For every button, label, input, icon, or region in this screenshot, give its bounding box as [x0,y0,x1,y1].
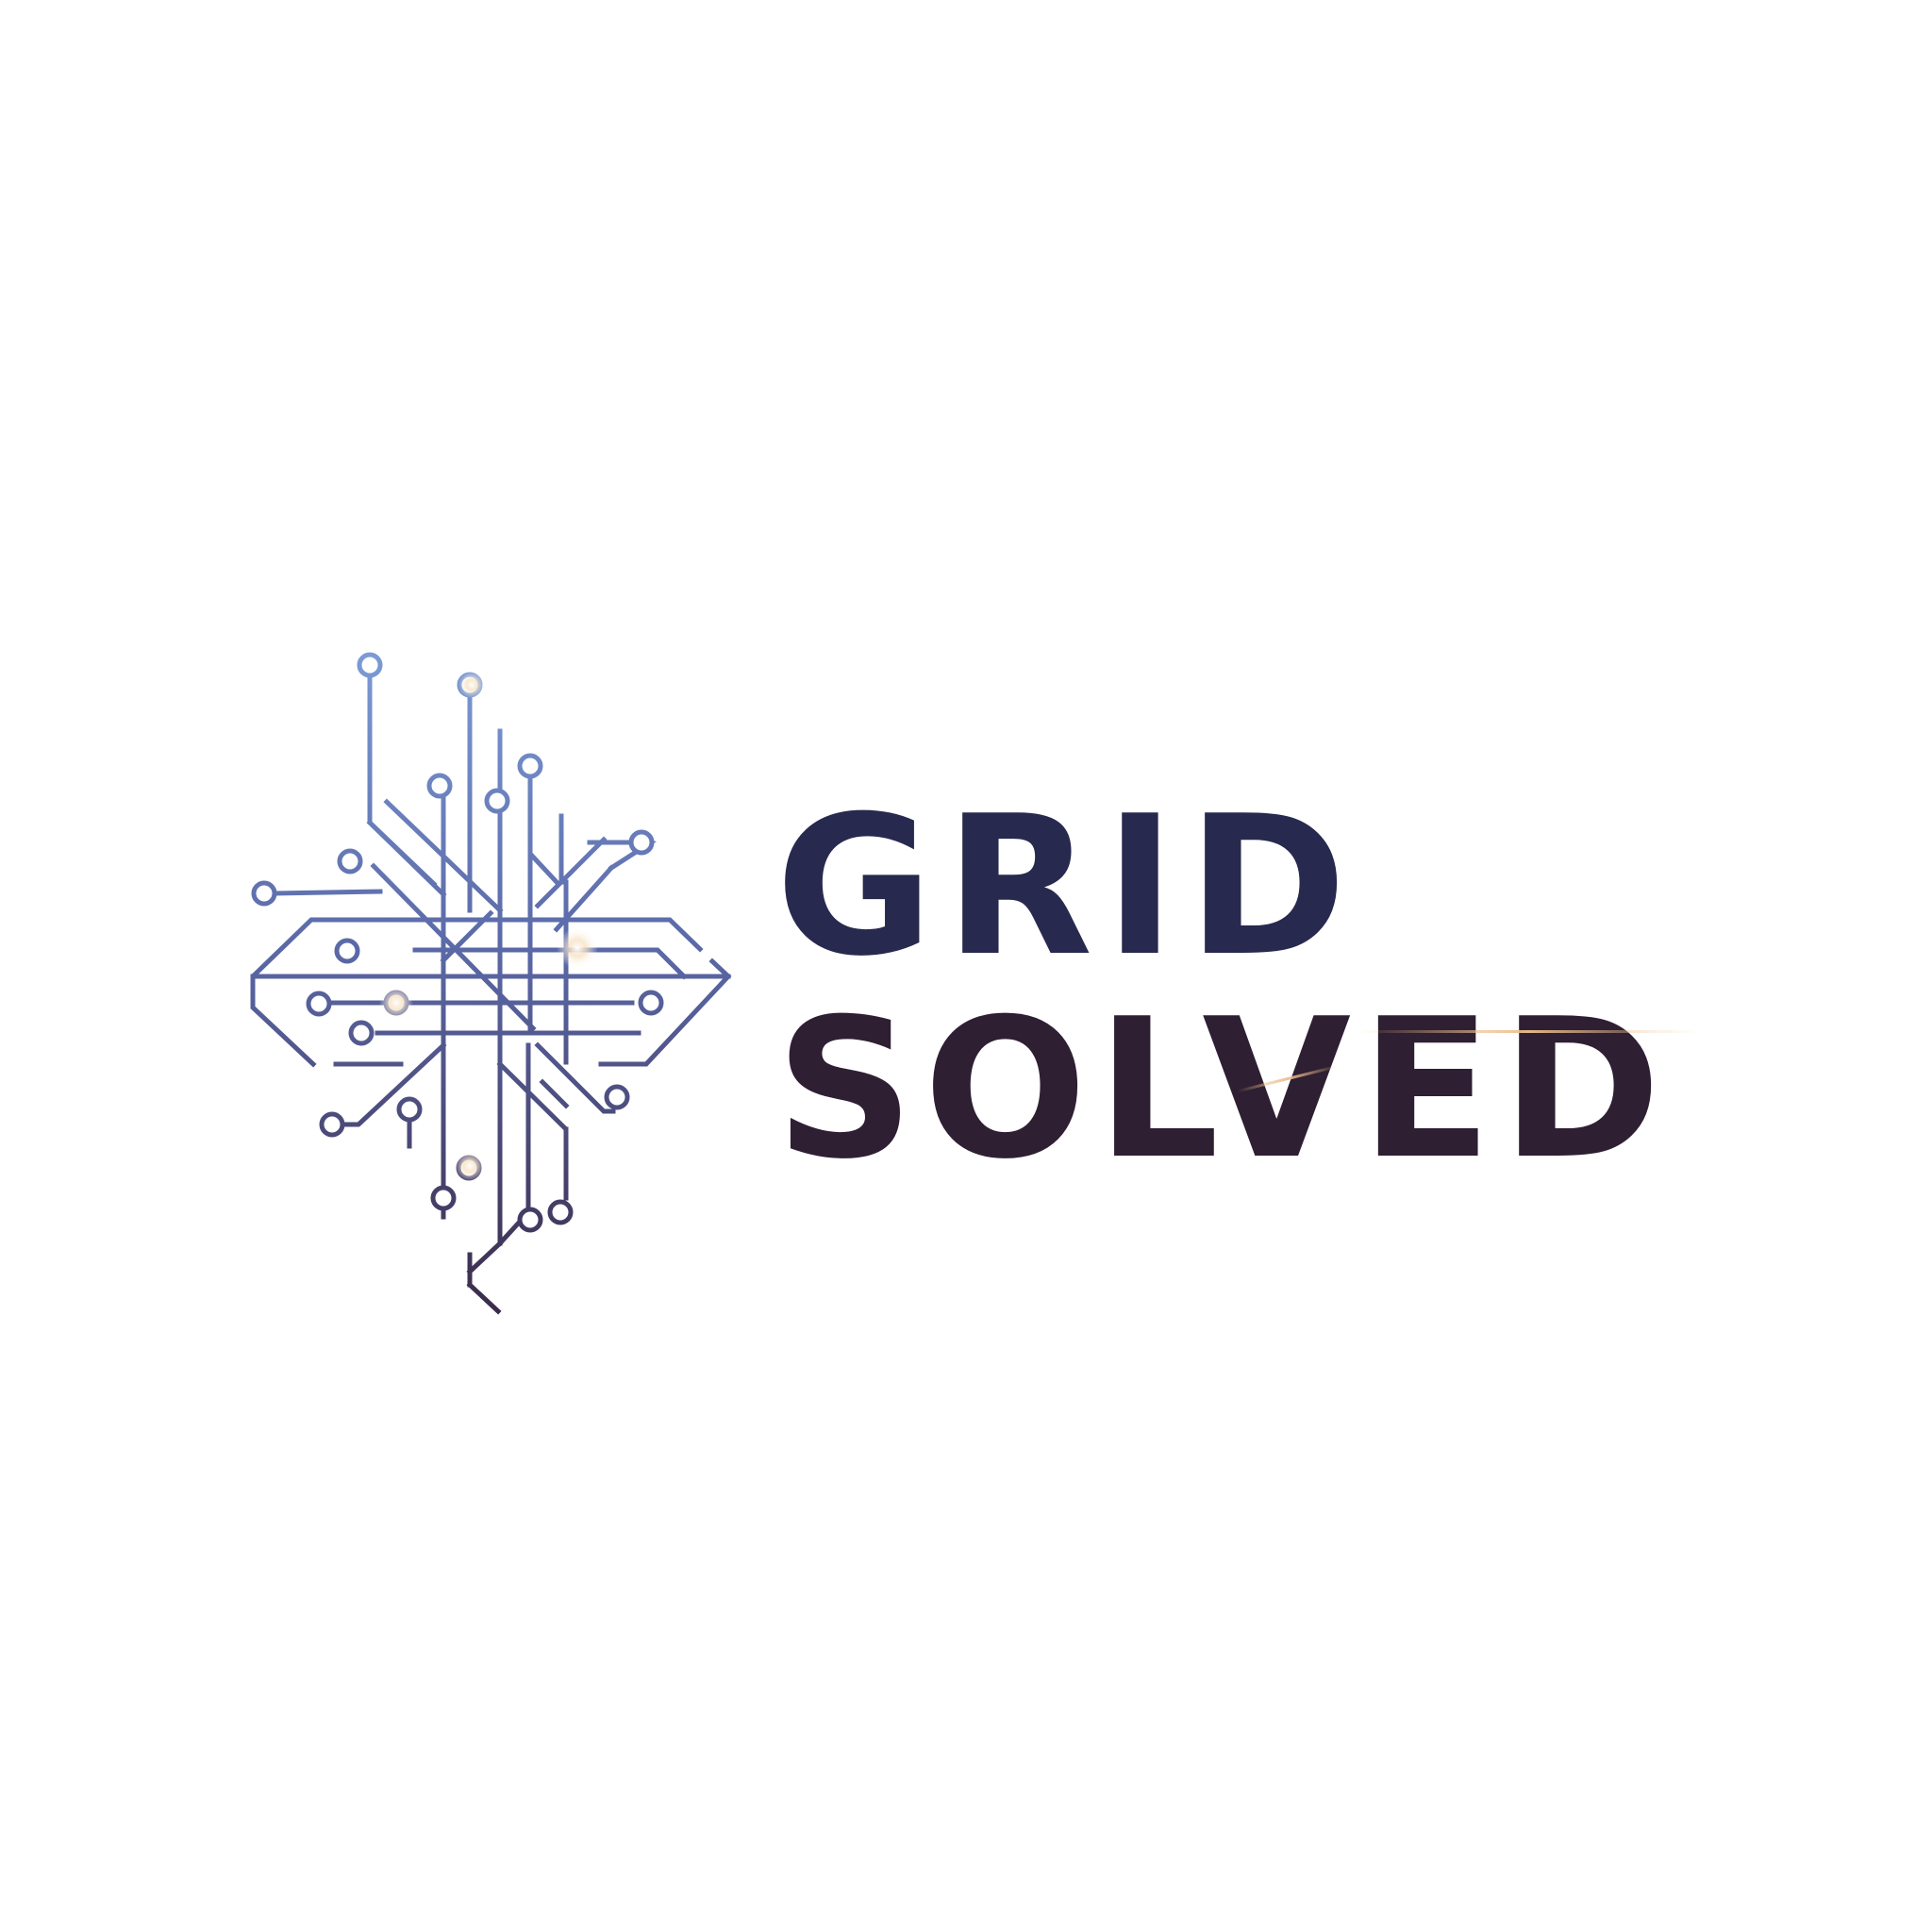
brand-name-line2: SOLVED [775,978,1671,1202]
brand-name-line1: GRID [775,775,1358,999]
lens-flare-line [1358,1030,1698,1033]
